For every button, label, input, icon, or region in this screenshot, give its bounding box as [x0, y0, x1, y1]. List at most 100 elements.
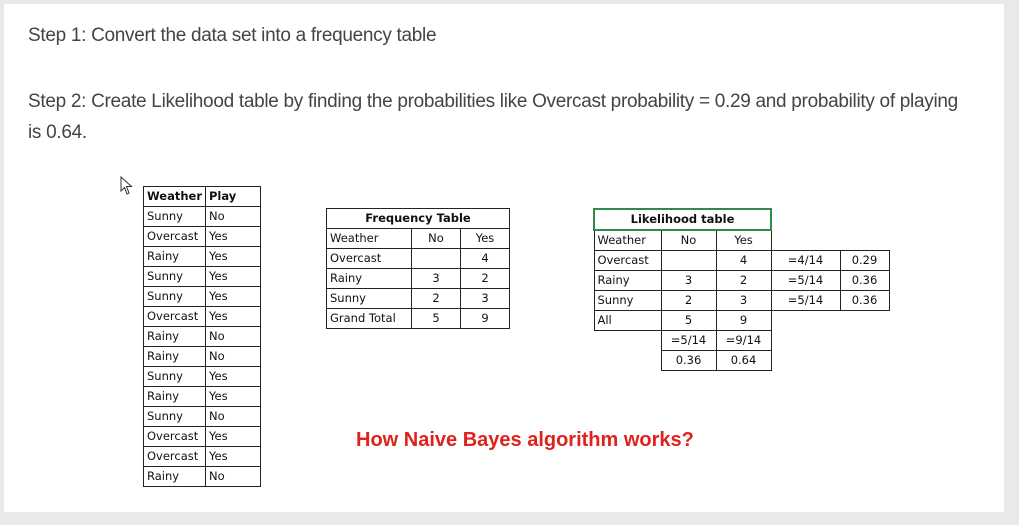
table-row: Sunny No	[143, 206, 261, 227]
table-cell: Yes	[205, 286, 261, 307]
probability-row: 0.36 0.64	[594, 350, 889, 371]
table-cell: 3	[660, 270, 717, 291]
table-row: Sunny Yes	[143, 366, 261, 387]
empty-cell	[840, 230, 889, 251]
slide: Step 1: Convert the data set into a freq…	[4, 4, 1004, 512]
table-row: Rainy No	[143, 326, 261, 347]
table-cell: 5	[660, 310, 717, 331]
row-fraction-cell: =5/14	[770, 270, 841, 291]
table-cell: 3	[715, 290, 772, 311]
likelihood-table: Likelihood table Weather No Yes Overcast 4 =4/…	[593, 208, 890, 371]
row-probability-cell: 0.29	[839, 250, 890, 271]
header-cell: Yes	[715, 229, 772, 251]
table-cell: 9	[715, 310, 772, 331]
table-row: Overcast Yes	[143, 306, 261, 327]
column-probability-cell: 0.64	[715, 350, 772, 371]
table-cell: Yes	[205, 226, 261, 247]
table-cell: Overcast	[143, 426, 206, 447]
table-row: Rainy No	[143, 466, 261, 487]
empty-cell	[840, 351, 889, 371]
table-cell: Yes	[205, 266, 261, 287]
table-title-row: Likelihood table	[593, 208, 889, 231]
header-cell: No	[660, 229, 717, 251]
header-cell: No	[411, 228, 461, 249]
table-cell: 2	[411, 288, 461, 309]
column-fraction-cell: =9/14	[715, 330, 772, 351]
step-1-text: Step 1: Convert the data set into a freq…	[28, 25, 437, 46]
table-cell: 2	[660, 290, 717, 311]
table-cell: Overcast	[143, 306, 206, 327]
table-title-row: Frequency Table	[326, 208, 510, 229]
table-row: Rainy No	[143, 346, 261, 367]
table-cell: Sunny	[143, 406, 206, 427]
table-cell: Rainy	[143, 326, 206, 347]
mouse-pointer-icon	[120, 176, 133, 195]
column-fraction-cell: =5/14	[660, 330, 717, 351]
table-cell: Rainy	[143, 466, 206, 487]
table-cell	[660, 250, 717, 271]
table-cell: 9	[460, 308, 510, 329]
fraction-row: =5/14 =9/14	[594, 330, 889, 351]
table-cell: 2	[460, 268, 510, 289]
table-cell: No	[205, 466, 261, 487]
step-2-text: Step 2: Create Likelihood table by findi…	[28, 91, 958, 143]
table-header-row: Weather No Yes	[593, 229, 889, 251]
table-cell: Rainy	[326, 268, 412, 289]
row-fraction-cell: =5/14	[770, 290, 841, 311]
table-cell: Overcast	[326, 248, 412, 269]
table-row: Rainy 3 2	[326, 268, 510, 289]
empty-cell	[771, 230, 840, 251]
empty-cell	[771, 209, 840, 230]
table-cell: Yes	[205, 246, 261, 267]
table-cell: Overcast	[593, 250, 662, 271]
weather-play-table: Weather Play Sunny No Overcast Yes Rainy Yes Sun…	[143, 186, 261, 487]
column-probability-cell: 0.36	[660, 350, 717, 371]
empty-cell	[840, 209, 889, 230]
table-row: Grand Total 5 9	[326, 308, 510, 329]
table-cell: Sunny	[143, 286, 206, 307]
table-cell: Rainy	[143, 346, 206, 367]
caption-heading: How Naive Bayes algorithm works?	[356, 429, 694, 451]
empty-cell	[594, 331, 661, 351]
table-row: Overcast 4 =4/14 0.29	[593, 250, 890, 271]
table-cell: Sunny	[143, 206, 206, 227]
table-cell: Yes	[205, 366, 261, 387]
frequency-table: Frequency Table Weather No Yes Overcast 4 Rain…	[326, 208, 510, 329]
table-title: Likelihood table	[593, 208, 772, 231]
table-cell: No	[205, 326, 261, 347]
header-cell: Yes	[460, 228, 510, 249]
table-cell: 3	[411, 268, 461, 289]
table-cell: Overcast	[143, 446, 206, 467]
table-row: Overcast Yes	[143, 446, 261, 467]
table-cell: Sunny	[593, 290, 662, 311]
table-header-row: Weather No Yes	[326, 228, 510, 249]
empty-cell	[594, 351, 661, 371]
table-row: Sunny 2 3 =5/14 0.36	[593, 290, 890, 311]
header-cell: Weather	[143, 186, 206, 207]
header-cell: Weather	[326, 228, 412, 249]
table-cell: Yes	[205, 386, 261, 407]
table-row: Sunny 2 3	[326, 288, 510, 309]
row-probability-cell: 0.36	[839, 270, 890, 291]
table-row: All 5 9	[593, 310, 889, 331]
table-row: Sunny Yes	[143, 266, 261, 287]
table-title: Frequency Table	[326, 208, 510, 229]
table-row: Rainy Yes	[143, 386, 261, 407]
table-cell: No	[205, 206, 261, 227]
table-row: Rainy Yes	[143, 246, 261, 267]
header-cell: Weather	[593, 229, 662, 251]
empty-cell	[771, 311, 840, 331]
table-cell: Yes	[205, 306, 261, 327]
table-cell: Yes	[205, 446, 261, 467]
table-cell: Sunny	[143, 266, 206, 287]
table-cell: Grand Total	[326, 308, 412, 329]
table-cell: 2	[715, 270, 772, 291]
table-row: Sunny No	[143, 406, 261, 427]
table-cell: 5	[411, 308, 461, 329]
table-cell: All	[593, 310, 662, 331]
table-cell	[411, 248, 461, 269]
empty-cell	[840, 331, 889, 351]
table-cell: 4	[715, 250, 772, 271]
table-cell: No	[205, 346, 261, 367]
table-row: Overcast 4	[326, 248, 510, 269]
